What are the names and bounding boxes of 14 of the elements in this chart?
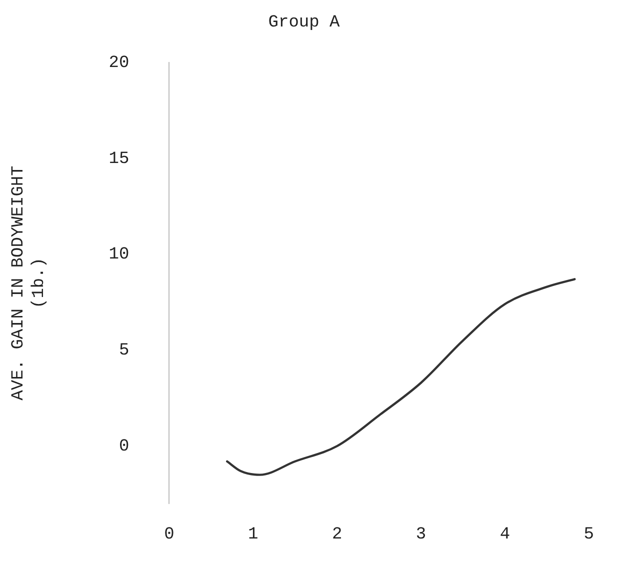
line-series — [226, 278, 576, 476]
chart-title: Group A — [268, 14, 340, 33]
y-tick-label: 0 — [119, 438, 130, 457]
x-tick-label: 2 — [332, 525, 342, 544]
x-tick-label: 4 — [500, 525, 510, 544]
x-tick-label: 5 — [584, 525, 594, 544]
y-tick-label: 15 — [108, 150, 130, 169]
y-axis-title: AVE. GAIN IN BODYWEIGHT (1b.) — [10, 166, 50, 400]
y-tick-label: 10 — [108, 246, 130, 265]
y-tick-label: 20 — [108, 54, 130, 73]
y-tick-label: 5 — [119, 342, 130, 361]
x-tick-label: 3 — [416, 525, 426, 544]
x-tick-label: 0 — [164, 525, 174, 544]
x-tick-label: 1 — [248, 525, 258, 544]
